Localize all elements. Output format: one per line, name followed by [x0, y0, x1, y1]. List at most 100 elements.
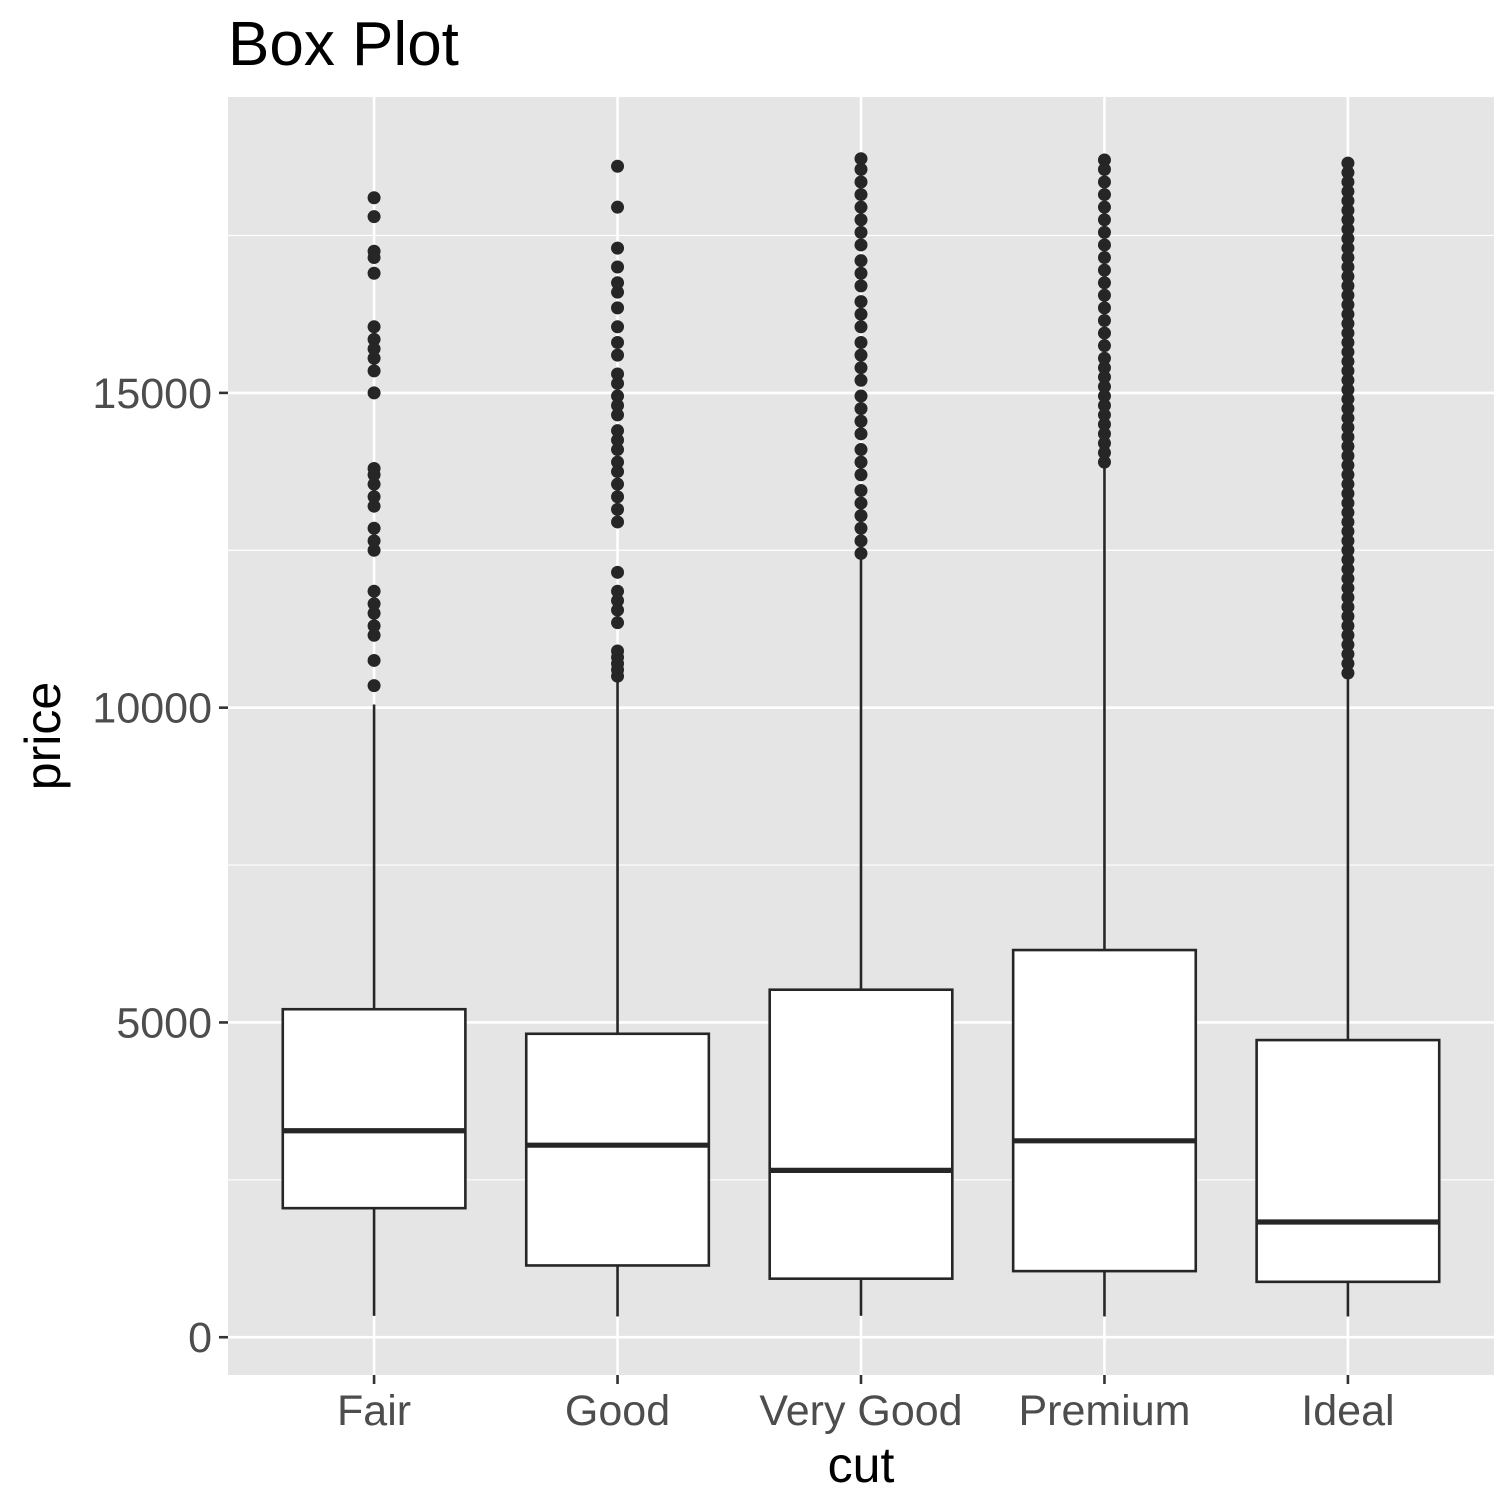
y-axis-title: price — [15, 682, 71, 790]
outlier-point — [1097, 389, 1111, 403]
outlier-point — [1341, 373, 1355, 387]
outlier-point — [367, 351, 381, 365]
outlier-point — [1341, 534, 1355, 548]
outlier-point — [1097, 162, 1111, 176]
outlier-point — [1097, 288, 1111, 302]
outlier-point — [611, 376, 625, 390]
outlier-point — [1097, 455, 1111, 469]
outlier-point — [1097, 339, 1111, 353]
outlier-point — [1097, 446, 1111, 460]
outlier-point — [1341, 477, 1355, 491]
x-tick-label: Premium — [1018, 1387, 1190, 1435]
outlier-point — [611, 159, 625, 173]
outlier-point — [611, 603, 625, 617]
outlier-point — [1341, 175, 1355, 189]
outlier-point — [1341, 203, 1355, 217]
outlier-point — [1341, 279, 1355, 293]
outlier-point — [854, 361, 868, 375]
outlier-point — [1341, 251, 1355, 265]
outlier-point — [1097, 427, 1111, 441]
outlier-point — [1341, 524, 1355, 538]
outlier-point — [367, 320, 381, 334]
outlier-point — [611, 285, 625, 299]
outlier-point — [1341, 156, 1355, 170]
outlier-point — [611, 398, 625, 412]
outlier-point — [1097, 436, 1111, 450]
outlier-point — [611, 424, 625, 438]
outlier-point — [854, 295, 868, 309]
outlier-point — [1341, 241, 1355, 255]
outlier-point — [367, 461, 381, 475]
outlier-point — [611, 502, 625, 516]
outlier-point — [1341, 260, 1355, 274]
box-good — [524, 159, 711, 1317]
outlier-point — [611, 241, 625, 255]
outlier-point — [367, 364, 381, 378]
outlier-point — [367, 499, 381, 513]
x-axis: Fair Good Very Good Premium Ideal — [337, 1375, 1395, 1435]
outlier-point — [367, 477, 381, 491]
x-tick-label: Good — [565, 1387, 670, 1435]
outlier-point — [611, 389, 625, 403]
x-axis-title: cut — [828, 1437, 895, 1493]
outlier-point — [611, 348, 625, 362]
outlier-point — [1341, 288, 1355, 302]
outlier-point — [611, 616, 625, 630]
outlier-point — [1341, 657, 1355, 671]
outlier-point — [367, 210, 381, 224]
outlier-point — [854, 509, 868, 523]
box-iqr — [1011, 948, 1198, 1273]
outlier-point — [1341, 184, 1355, 198]
outlier-point — [611, 455, 625, 469]
outlier-point — [1341, 166, 1355, 180]
outlier-point — [854, 414, 868, 428]
outlier-point — [1341, 439, 1355, 453]
outlier-point — [367, 490, 381, 504]
outlier-point — [1341, 232, 1355, 246]
outlier-point — [1341, 307, 1355, 321]
outlier-point — [1097, 326, 1111, 340]
outlier-point — [1341, 458, 1355, 472]
outlier-point — [854, 238, 868, 252]
box-iqr — [1255, 1038, 1441, 1284]
outlier-point — [1341, 609, 1355, 623]
outlier-point — [611, 584, 625, 598]
outlier-point — [854, 188, 868, 202]
outlier-point — [1341, 562, 1355, 576]
outlier-point — [1341, 421, 1355, 435]
outlier-point — [611, 565, 625, 579]
outlier-point — [611, 408, 625, 422]
outlier-point — [1341, 430, 1355, 444]
outlier-point — [1341, 402, 1355, 416]
outlier-point — [367, 191, 381, 205]
outlier-point — [611, 443, 625, 457]
outlier-point — [1097, 351, 1111, 365]
outlier-point — [854, 320, 868, 334]
outlier-point — [367, 386, 381, 400]
outlier-point — [1097, 276, 1111, 290]
outlier-point — [611, 367, 625, 381]
outlier-point — [1097, 417, 1111, 431]
outlier-point — [367, 244, 381, 258]
outlier-point — [854, 455, 868, 469]
outlier-point — [367, 619, 381, 633]
outlier-point — [1097, 301, 1111, 315]
y-tick-label: 10000 — [92, 685, 212, 733]
outlier-point — [367, 332, 381, 346]
outlier-point — [1341, 572, 1355, 586]
outlier-point — [367, 534, 381, 548]
outlier-point — [854, 279, 868, 293]
outlier-point — [1341, 449, 1355, 463]
outlier-point — [1097, 370, 1111, 384]
x-tick-label: Ideal — [1301, 1387, 1394, 1435]
outlier-point — [854, 534, 868, 548]
outlier-point — [1341, 590, 1355, 604]
outlier-point — [854, 175, 868, 189]
outlier-point — [611, 200, 625, 214]
outlier-point — [1341, 411, 1355, 425]
box-very-good — [768, 152, 954, 1316]
y-axis: 0 5000 10000 15000 — [92, 370, 228, 1362]
box-iqr — [768, 988, 954, 1280]
outlier-point — [1341, 628, 1355, 642]
outlier-point — [854, 225, 868, 239]
